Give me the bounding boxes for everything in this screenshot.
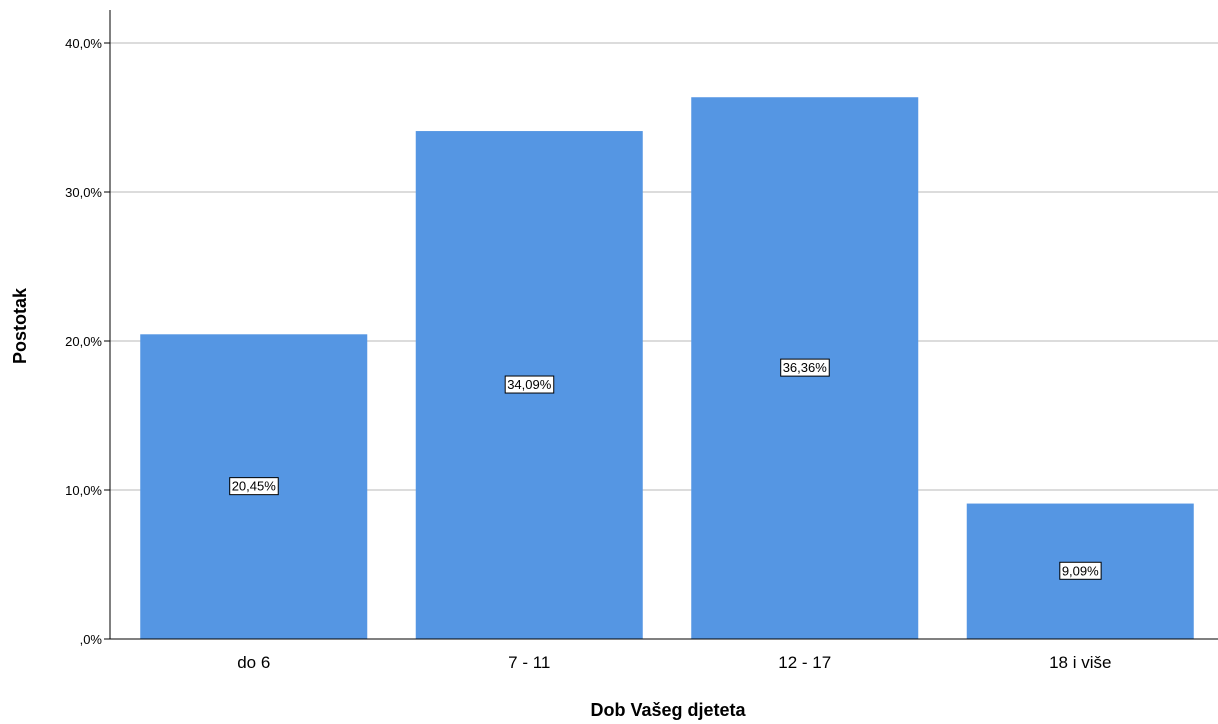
x-category-label: do 6: [237, 653, 270, 672]
data-label-box: [780, 358, 830, 377]
data-label-box: [1059, 561, 1102, 580]
data-label-text: 36,36%: [783, 360, 828, 375]
data-label-text: 34,09%: [507, 377, 552, 392]
y-tick-label: 20,0%: [65, 334, 102, 349]
y-tick-label: 40,0%: [65, 36, 102, 51]
data-label-text: 20,45%: [232, 479, 277, 494]
y-axis-ticks: ,0% 10,0% 20,0% 30,0% 40,0%: [65, 36, 110, 647]
x-axis-title: Dob Vašeg djeteta: [590, 700, 746, 720]
data-labels: 20,45% 34,09% 36,36% 9,09%: [229, 358, 1102, 580]
x-category-label: 12 - 17: [778, 653, 831, 672]
data-label-box: [504, 375, 555, 394]
data-label: 9,09%: [1059, 561, 1102, 580]
bars: [140, 97, 1194, 639]
x-axis-category-labels: do 6 7 - 11 12 - 17 18 i više: [237, 653, 1111, 672]
data-label: 34,09%: [504, 375, 555, 394]
x-category-label: 7 - 11: [508, 653, 550, 672]
y-axis-title: Postotak: [10, 287, 30, 364]
data-label-box: [229, 477, 279, 496]
x-category-label: 18 i više: [1049, 653, 1111, 672]
data-label: 36,36%: [780, 358, 830, 377]
data-label: 20,45%: [229, 477, 279, 496]
y-tick-label: 10,0%: [65, 483, 102, 498]
data-label-text: 9,09%: [1062, 563, 1099, 578]
y-tick-label: 30,0%: [65, 185, 102, 200]
y-tick-label: ,0%: [80, 632, 103, 647]
